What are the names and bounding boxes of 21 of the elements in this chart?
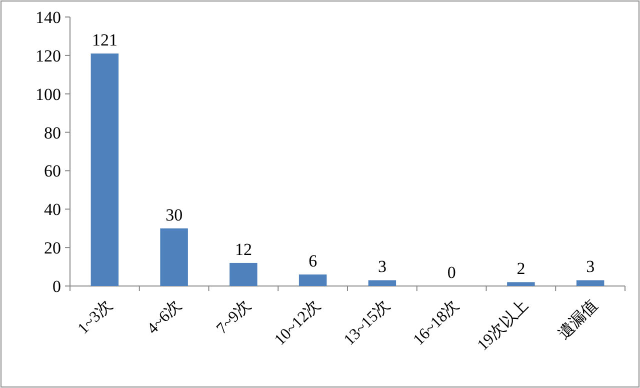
data-label: 12 [234,240,252,259]
data-label: 30 [166,205,183,224]
data-label: 2 [516,259,526,278]
data-label: 6 [308,251,318,270]
y-tick-label: 0 [52,277,61,296]
data-label: 121 [92,30,118,50]
data-label: 3 [586,257,595,276]
y-tick-label: 100 [36,84,61,104]
y-tick-label: 80 [44,123,61,142]
data-label: 3 [378,257,386,276]
y-tick-label: 120 [36,46,61,66]
x-tick-label: 7~9次 [213,296,254,338]
x-tick-label: 19次以上 [474,296,532,354]
x-tick-label: 1~3次 [74,296,116,338]
y-tick-label: 60 [44,162,61,181]
y-tick-label: 20 [44,238,61,258]
y-tick-label: 140 [36,8,61,27]
data-label: 0 [447,263,456,282]
y-tick-label: 40 [44,200,61,220]
x-tick-label: 4~6次 [144,296,185,338]
x-tick-label: 遺漏值 [555,296,602,343]
